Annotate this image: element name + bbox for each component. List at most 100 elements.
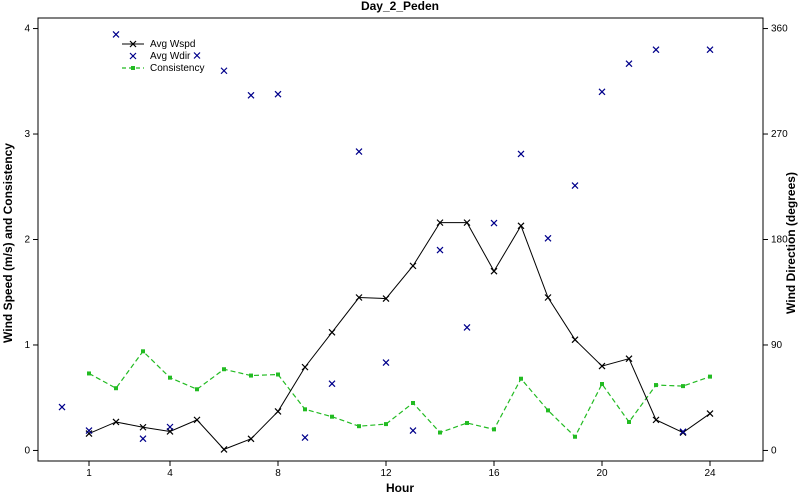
consistency-point [573,434,577,439]
consistency-point [357,424,361,429]
wspd-point [193,416,201,424]
consistency-point [708,374,712,379]
x-tick-label: 1 [86,468,92,479]
x-axis-label: Hour [386,481,414,495]
y-tick-label-left: 1 [24,340,30,351]
x-tick-label: 24 [704,468,716,479]
plot-frame [37,17,764,462]
legend-item: Avg Wdir [129,51,191,62]
consistency-point [114,386,118,391]
wdir-point [85,427,93,434]
wspd-point [706,410,714,417]
wspd-point [112,418,120,426]
wdir-point [139,435,147,443]
y-tick-label-left: 0 [24,445,30,456]
x-tick-label: 16 [488,468,500,479]
consistency-point [465,421,469,426]
x-tick-label: 20 [596,468,608,479]
wspd-point [247,435,255,443]
wdir-point [220,67,228,75]
legend-label: Avg Wspd [150,39,195,50]
wdir-point [274,90,282,98]
wdir-point [652,46,660,54]
consistency-point [303,407,307,412]
consistency-point [249,373,253,378]
wspd-point [436,219,444,227]
wdir-point [247,91,255,99]
wdir-point [625,60,633,68]
wdir-point [409,427,417,434]
legend-item: Avg Wspd [122,39,195,50]
wdir-point [517,150,525,158]
x-tick-label: 4 [167,468,173,479]
consistency-point [276,372,280,377]
wspd-point [382,295,390,302]
wdir-point [382,359,390,366]
chart-title: Day_2_Peden [361,0,439,13]
wdir-point [490,219,498,227]
legend-item: Consistency [122,63,204,74]
wdir-point [166,423,174,431]
y-tick-label-right: 0 [771,445,777,456]
consistency-point [600,382,604,387]
legend-marker-consistency [131,66,135,70]
y-tick-label-left: 3 [24,129,30,140]
wdir-point [328,380,336,388]
wspd-point [571,336,579,344]
consistency-point [87,371,91,376]
wspd-point [274,408,282,415]
consistency-point [546,408,550,413]
wdir-point [598,88,606,96]
wdir-point [301,434,309,441]
wdir-point [544,234,552,242]
wdir-point [679,428,687,436]
wspd-point [463,219,471,227]
consistency-point [222,367,226,372]
plot-layer [58,30,714,453]
legend-label: Consistency [150,63,204,74]
y-tick-label-left: 2 [24,235,30,246]
consistency-point [384,422,388,427]
consistency-point [195,387,199,392]
y-axis-label-left: Wind Speed (m/s) and Consistency [1,143,15,343]
legend-marker-wspd [129,40,137,48]
wspd-point [409,262,417,270]
wdir-point [58,403,66,411]
wdir-point [571,182,579,190]
y-tick-label-right: 90 [771,340,783,351]
wdir-point [112,30,120,38]
y-tick-label-right: 360 [771,24,788,35]
wspd-point [220,445,228,453]
wdir-point [355,148,363,156]
wspd-point [490,267,498,275]
y-tick-label-left: 4 [24,24,30,35]
consistency-point [654,383,658,388]
consistency-point [141,349,145,354]
consistency-line [88,350,711,438]
wdir-point [193,52,201,59]
y-axis-label-right: Wind Direction (degrees) [784,172,798,314]
legend-label: Avg Wdir [150,51,191,62]
wspd-point [517,222,525,230]
wspd-point [625,355,633,363]
consistency-point [168,375,172,380]
consistency-point [492,427,496,432]
wspd-point [652,416,660,424]
y-tick-label-right: 180 [771,235,788,246]
wspd-point [598,362,606,370]
consistency-point [438,430,442,435]
wspd-point [328,328,336,336]
consistency-point [330,414,334,419]
wspd-point [139,423,147,431]
wspd-line [88,222,711,450]
consistency-point [681,384,685,389]
wdir-point [706,46,714,54]
legend-marker-wdir [129,52,137,60]
wspd-point [544,294,552,301]
wspd-point [85,430,93,438]
wdir-point [463,323,471,331]
x-tick-label: 12 [380,468,392,479]
consistency-point [411,400,415,405]
